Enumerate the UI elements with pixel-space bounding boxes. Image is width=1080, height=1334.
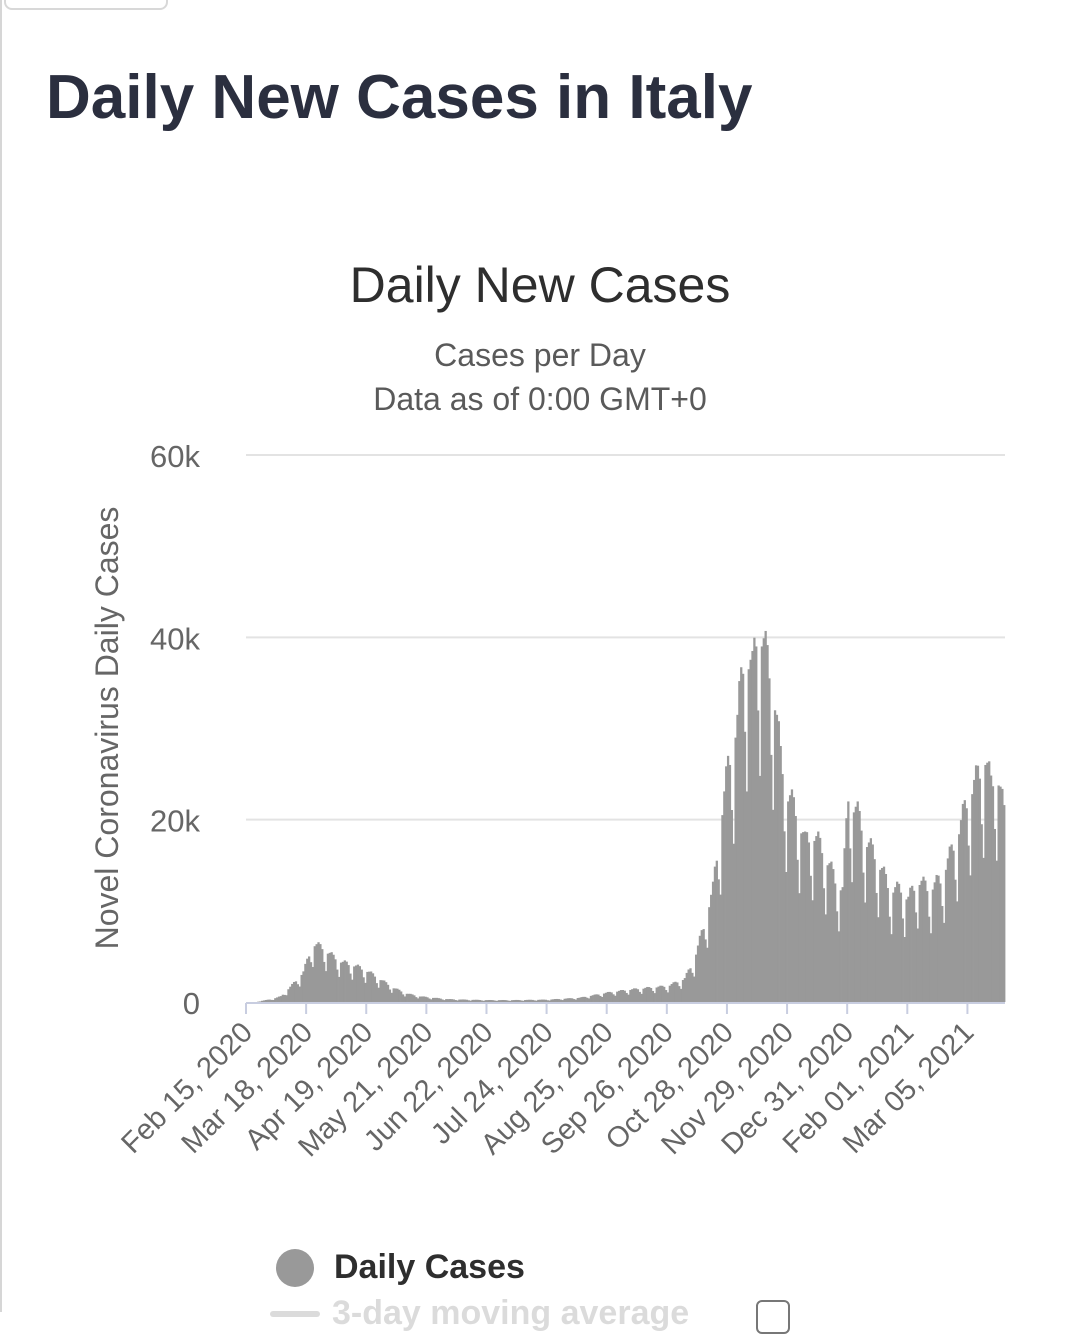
legend-label-moving-average: 3-day moving average (332, 1294, 689, 1333)
legend-dot-icon (276, 1249, 314, 1287)
chart-title: Daily New Cases (350, 257, 731, 313)
y-tick-label: 20k (150, 804, 200, 839)
y-tick-labels: 0 20k 40k 60k (150, 439, 200, 1021)
bar (1003, 805, 1005, 1002)
y-axis-label: Novel Coronavirus Daily Cases (89, 507, 125, 950)
chart: Daily New Cases Cases per Day Data as of… (0, 0, 1080, 1240)
y-tick-label: 0 (183, 986, 200, 1021)
chart-subtitle-line-2: Data as of 0:00 GMT+0 (373, 381, 707, 417)
legend-label-daily-cases: Daily Cases (334, 1248, 525, 1287)
legend-line-icon (270, 1311, 320, 1317)
chart-subtitle-line-1: Cases per Day (434, 337, 646, 373)
y-tick-label: 60k (150, 439, 200, 474)
legend-item-daily-cases[interactable]: Daily Cases (276, 1248, 525, 1287)
y-tick-label: 40k (150, 621, 200, 656)
bars (257, 631, 1005, 1002)
legend-checkbox[interactable] (756, 1300, 790, 1334)
grid-lines (246, 455, 1005, 820)
legend-item-moving-average[interactable]: 3-day moving average (270, 1294, 689, 1333)
